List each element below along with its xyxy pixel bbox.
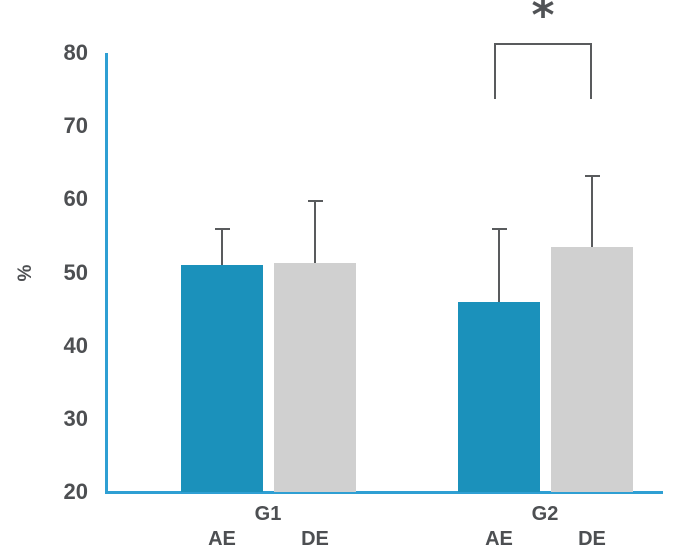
error-bar-cap-g2-ae [491,227,507,231]
bar-g2-de [551,246,633,492]
sig-bracket-line [494,43,592,45]
x-group-label-g2: G2 [531,503,559,525]
y-tick-label-50: 50 [63,259,88,285]
error-bar-line-g2-de [591,175,593,247]
error-bar-cap-g1-de [307,199,323,203]
y-tick-label-30: 30 [63,405,88,431]
sig-asterisk: * [531,0,555,41]
bar-g2-ae [458,301,540,492]
y-tick-label-80: 80 [63,40,88,65]
y-tick-label-40: 40 [63,332,88,358]
error-bar-cap-g1-ae [214,227,230,231]
y-tick-label-60: 60 [63,186,88,212]
x-series-label-g2-de: DE [578,528,606,550]
y-tick-label-70: 70 [63,113,88,139]
y-tick-label-20: 20 [63,479,88,504]
error-bar-line-g1-de [314,200,316,263]
y-axis-line [105,53,108,494]
error-bar-cap-g2-de [584,174,600,178]
error-bar-line-g2-ae [498,228,500,302]
x-series-label-g2-ae: AE [485,528,513,550]
sig-bracket-leg-left [494,43,496,99]
x-series-label-g1-ae: AE [208,528,236,550]
x-axis-line [105,491,663,494]
bar-g1-de [274,262,356,492]
x-group-label-g1: G1 [254,503,282,525]
error-bar-line-g1-ae [221,228,223,266]
bar-g1-ae [181,265,263,492]
sig-bracket-leg-right [590,43,592,99]
x-series-label-g1-de: DE [301,528,329,550]
